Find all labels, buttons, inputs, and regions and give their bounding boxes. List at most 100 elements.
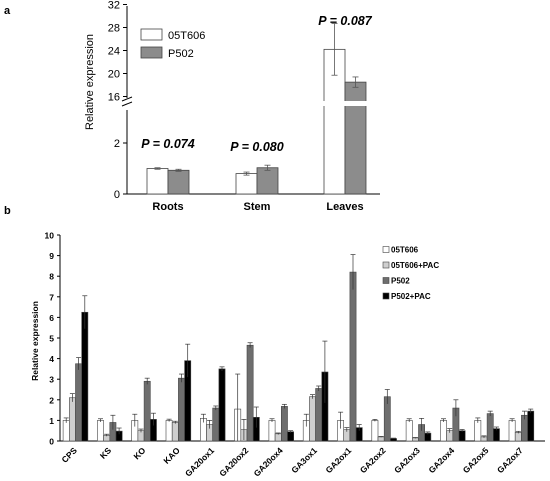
y-tick-label: 0 bbox=[114, 189, 120, 201]
legend-swatch-p502 bbox=[140, 46, 163, 59]
axis-break-gap bbox=[318, 101, 372, 106]
y-tick-label: 9 bbox=[49, 251, 54, 261]
legend-label: 05T606+PAC bbox=[391, 261, 439, 270]
legend-swatch bbox=[382, 277, 390, 284]
y-tick-label: 3 bbox=[49, 375, 54, 385]
category-label: Stem bbox=[244, 201, 271, 213]
category-label: GA20ox1 bbox=[183, 445, 216, 478]
bar-05t606 bbox=[371, 420, 379, 442]
legend-swatch-05t606 bbox=[140, 28, 163, 41]
bar-p502 bbox=[349, 271, 357, 442]
y-tick-label: 4 bbox=[49, 354, 54, 364]
panel-b-y-axis-label: Relative expression bbox=[30, 301, 40, 381]
bar-p502 bbox=[280, 406, 288, 442]
y-tick-label: 2 bbox=[49, 395, 54, 405]
y-tick-label: 1 bbox=[49, 416, 54, 426]
legend-swatch bbox=[382, 246, 390, 253]
y-tick-label: 32 bbox=[108, 0, 120, 12]
panel-b-category-labels: CPS KS KO KAO GA20ox1 GA20ox2 GA20ox4 GA3ox1 GA2… bbox=[59, 445, 525, 478]
bar-p502-pac bbox=[218, 368, 226, 442]
panel-b-tick-labels: 0 1 2 3 4 5 6 7 8 9 10 bbox=[45, 231, 55, 447]
panel-b-legend: 05T606 05T606+PAC P502 P502+PAC bbox=[382, 246, 439, 301]
bar-05t606 bbox=[62, 420, 70, 442]
category-label: GA20ox2 bbox=[217, 445, 250, 478]
bar-05t606 bbox=[235, 173, 258, 195]
bar-05t606 bbox=[440, 420, 447, 442]
y-tick-label: 8 bbox=[49, 272, 54, 282]
p-value-annotation: P = 0.080 bbox=[230, 140, 283, 154]
bar-05t606-pac bbox=[514, 432, 522, 442]
bar-05t606-pac bbox=[274, 433, 282, 442]
category-label: KS bbox=[98, 445, 114, 461]
legend-label: 05T606 bbox=[168, 30, 205, 42]
y-tick-label: 10 bbox=[45, 231, 55, 241]
bar-p502 bbox=[344, 81, 367, 195]
category-label: GA2ox4 bbox=[426, 445, 456, 475]
p-value-annotation: P = 0.074 bbox=[141, 137, 194, 151]
category-label: GA2ox7 bbox=[495, 445, 525, 475]
category-label: KAO bbox=[161, 445, 182, 466]
bar-p502-pac bbox=[527, 410, 535, 442]
bar-p502-pac bbox=[81, 311, 89, 442]
bar-p502 bbox=[167, 169, 190, 195]
legend-swatch bbox=[382, 261, 390, 269]
bar-p502 bbox=[212, 407, 220, 442]
panel-a-y-axis-label: Relative expression bbox=[84, 34, 96, 130]
y-tick-label: 5 bbox=[49, 334, 54, 344]
axis-break-mark bbox=[121, 96, 133, 107]
bar-05t606-pac bbox=[377, 436, 385, 442]
bar-05t606 bbox=[474, 420, 482, 442]
bar-p502 bbox=[143, 380, 151, 442]
legend-swatch bbox=[382, 292, 390, 300]
category-label: GA2ox2 bbox=[358, 445, 388, 475]
legend-label: P502+PAC bbox=[391, 292, 431, 301]
y-tick-label: 7 bbox=[49, 292, 54, 302]
bar-05t606 bbox=[165, 420, 173, 442]
bar-05t606 bbox=[268, 420, 276, 442]
bar-p502-pac bbox=[287, 431, 294, 442]
category-label: GA2ox1 bbox=[324, 445, 354, 475]
legend-label: 05T606 bbox=[391, 246, 419, 255]
bar-p502 bbox=[75, 363, 82, 442]
bar-05t606 bbox=[97, 420, 104, 442]
panel-a-label: a bbox=[4, 5, 11, 17]
category-label: Leaves bbox=[326, 201, 363, 213]
panel-a-legend: 05T606 P502 bbox=[140, 28, 205, 60]
bar-05t606-pac bbox=[69, 397, 76, 442]
bar-p502 bbox=[246, 344, 254, 442]
panel-b-axes bbox=[57, 234, 545, 442]
panel-a-bars bbox=[146, 23, 372, 195]
y-tick-label: 16 bbox=[108, 92, 120, 104]
category-label: GA2ox5 bbox=[461, 445, 491, 475]
bar-p502 bbox=[178, 377, 185, 442]
y-tick-label: 24 bbox=[108, 46, 120, 58]
category-label: KO bbox=[131, 445, 147, 461]
bar-p502-pac bbox=[492, 428, 500, 442]
bar-05t606 bbox=[405, 420, 413, 442]
panel-a-category-labels: Roots Stem Leaves bbox=[152, 201, 363, 213]
category-label: GA20ox4 bbox=[252, 445, 285, 478]
y-tick-label: 0 bbox=[49, 437, 54, 447]
bar-05t606 bbox=[508, 420, 516, 442]
category-label: GA2ox3 bbox=[392, 445, 422, 475]
y-tick-label: 6 bbox=[49, 313, 54, 323]
category-label: GA3ox1 bbox=[289, 445, 319, 475]
category-label: CPS bbox=[59, 445, 79, 465]
y-tick-label: 28 bbox=[108, 23, 120, 35]
panel-a: a Relative expression 0 2 16 20 24 28 32 Roots… bbox=[4, 0, 380, 213]
bar-p502 bbox=[486, 413, 494, 442]
panel-b-label: b bbox=[4, 205, 11, 217]
p-value-annotation: P = 0.087 bbox=[318, 14, 372, 28]
y-tick-label: 20 bbox=[108, 69, 120, 81]
panel-a-tick-labels: 0 2 16 20 24 28 32 bbox=[108, 0, 120, 201]
bar-05t606-pac bbox=[171, 422, 179, 442]
bar-05t606-pac bbox=[309, 396, 316, 442]
category-label: Roots bbox=[152, 201, 183, 213]
bar-p502 bbox=[315, 388, 323, 442]
bar-p502 bbox=[256, 167, 279, 195]
panel-a-p-values: P = 0.074 P = 0.080 P = 0.087 bbox=[141, 14, 372, 154]
legend-label: P502 bbox=[391, 277, 410, 286]
bar-05t606-pac bbox=[411, 437, 419, 442]
legend-label: P502 bbox=[168, 48, 194, 60]
y-tick-label: 2 bbox=[114, 138, 120, 150]
